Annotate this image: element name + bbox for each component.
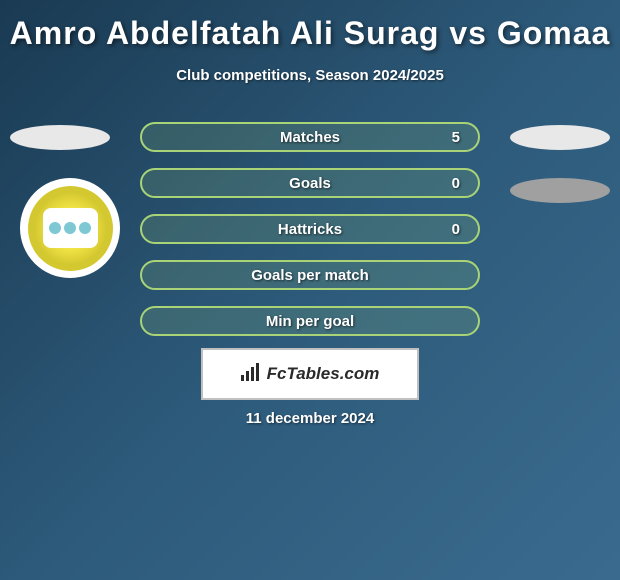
stats-container: Matches 5 Goals 0 Hattricks 0 Goals per …	[140, 122, 480, 352]
stat-value: 5	[452, 129, 460, 146]
stat-label: Goals	[289, 175, 331, 192]
stat-row-goals-per-match: Goals per match	[140, 260, 480, 290]
stat-label: Matches	[280, 129, 340, 146]
stat-row-matches: Matches 5	[140, 122, 480, 152]
watermark-text: FcTables.com	[267, 364, 380, 384]
stat-label: Goals per match	[251, 267, 369, 284]
stat-value: 0	[452, 175, 460, 192]
club-badge-center	[43, 208, 98, 248]
date-label: 11 december 2024	[0, 410, 620, 427]
chart-icon	[241, 363, 263, 386]
player-avatar-right-2	[510, 178, 610, 203]
club-badge	[20, 178, 120, 278]
badge-dot-icon	[49, 222, 61, 234]
player-avatar-right-1	[510, 125, 610, 150]
subtitle: Club competitions, Season 2024/2025	[0, 67, 620, 84]
stat-row-hattricks: Hattricks 0	[140, 214, 480, 244]
stat-value: 0	[452, 221, 460, 238]
watermark: FcTables.com	[201, 348, 419, 400]
player-avatar-left	[10, 125, 110, 150]
stat-row-min-per-goal: Min per goal	[140, 306, 480, 336]
page-title: Amro Abdelfatah Ali Surag vs Gomaa	[0, 0, 620, 52]
stat-label: Min per goal	[266, 313, 354, 330]
stat-label: Hattricks	[278, 221, 342, 238]
badge-dot-icon	[79, 222, 91, 234]
badge-dot-icon	[64, 222, 76, 234]
stat-row-goals: Goals 0	[140, 168, 480, 198]
club-badge-inner	[28, 186, 113, 271]
